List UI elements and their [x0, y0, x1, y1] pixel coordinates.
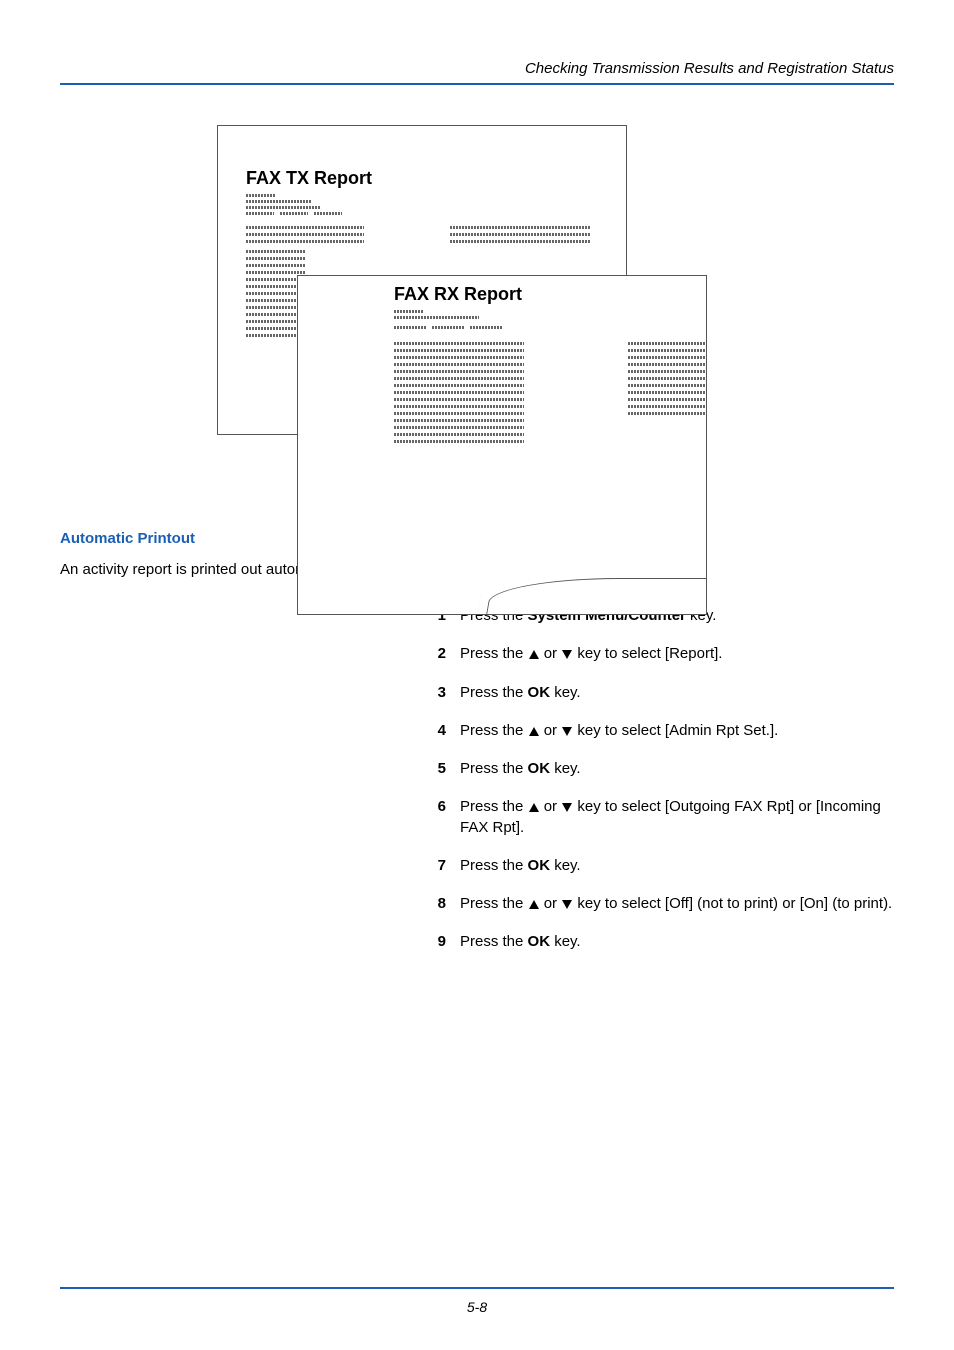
- up-arrow-icon: [529, 727, 539, 736]
- down-arrow-icon: [562, 900, 572, 909]
- page-header: Checking Transmission Results and Regist…: [60, 60, 894, 85]
- up-arrow-icon: [529, 650, 539, 659]
- up-arrow-icon: [529, 803, 539, 812]
- step-number: 2: [420, 644, 446, 664]
- step-number: 9: [420, 932, 446, 952]
- page-footer: 5-8: [60, 1287, 894, 1315]
- down-arrow-icon: [562, 803, 572, 812]
- step-bold: OK: [528, 684, 551, 701]
- step-number: 3: [420, 683, 446, 703]
- rx-report-title: FAX RX Report: [394, 284, 522, 305]
- step-number: 6: [420, 797, 446, 838]
- rx-report-sheet: FAX RX Report: [297, 275, 707, 615]
- step-number: 4: [420, 721, 446, 741]
- down-arrow-icon: [562, 650, 572, 659]
- step-number: 8: [420, 894, 446, 914]
- down-arrow-icon: [562, 727, 572, 736]
- step-text: Press the OK key.: [460, 759, 894, 779]
- step-text: Press the or key to select [Admin Rpt Se…: [460, 721, 894, 741]
- step-bold: OK: [528, 857, 551, 874]
- step-text: Press the OK key.: [460, 683, 894, 703]
- step-number: 7: [420, 856, 446, 876]
- page: Checking Transmission Results and Regist…: [0, 0, 954, 1350]
- step-bold: OK: [528, 760, 551, 777]
- step-text: Press the OK key.: [460, 932, 894, 952]
- step-text: Press the or key to select [Report].: [460, 644, 894, 664]
- report-illustration: FAX TX Report FAX RX Report: [217, 125, 737, 495]
- up-arrow-icon: [529, 900, 539, 909]
- page-number: 5-8: [467, 1299, 487, 1315]
- page-curl: [477, 571, 707, 615]
- step-text: Press the or key to select [Outgoing FAX…: [460, 797, 894, 838]
- header-title: Checking Transmission Results and Regist…: [525, 60, 894, 77]
- step-list: 1Press the System Menu/Counter key.2Pres…: [420, 606, 894, 953]
- step-bold: OK: [528, 933, 551, 950]
- step-number: 5: [420, 759, 446, 779]
- step-text: Press the or key to select [Off] (not to…: [460, 894, 894, 914]
- tx-report-title: FAX TX Report: [246, 168, 372, 189]
- step-text: Press the OK key.: [460, 856, 894, 876]
